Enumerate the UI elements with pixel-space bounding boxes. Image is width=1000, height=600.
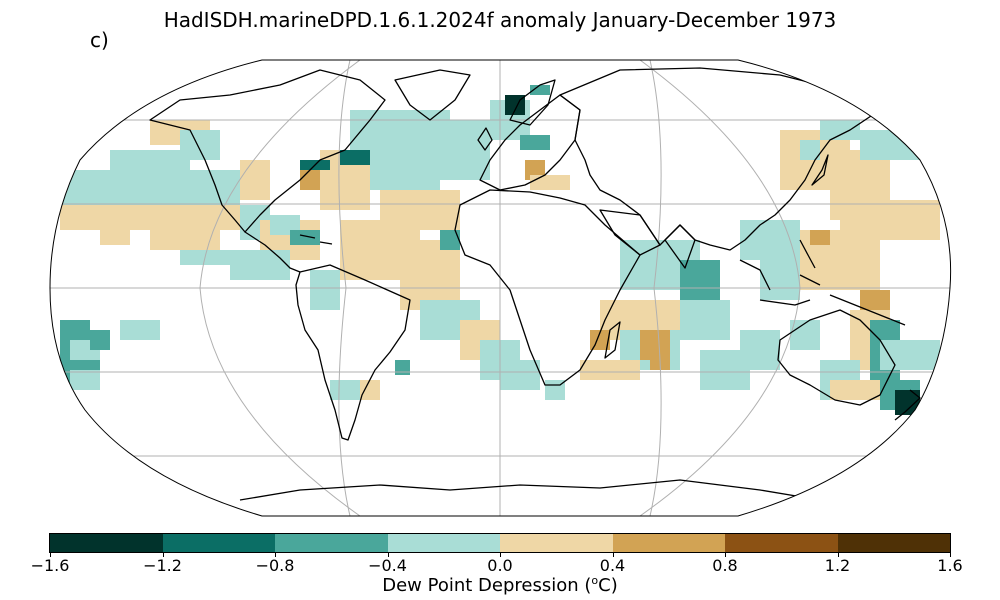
- colorbar-tick-mark: [500, 552, 501, 557]
- colorbar-tick-label: −0.8: [255, 556, 295, 575]
- grid-cell: [340, 150, 370, 165]
- grid-cell: [330, 380, 360, 400]
- colorbar-segment: [50, 534, 163, 552]
- map-title: HadISDH.marineDPD.1.6.1.2024f anomaly Ja…: [163, 8, 837, 32]
- grid-cell: [880, 340, 940, 370]
- colorbar-segment: [725, 534, 838, 552]
- colorbar-segment: [837, 534, 950, 552]
- graticule: [50, 60, 951, 516]
- grid-cell: [290, 230, 320, 245]
- grid-cell: [360, 380, 380, 400]
- grid-cell: [120, 320, 160, 340]
- grid-cell: [580, 360, 640, 380]
- grid-cell: [180, 250, 240, 265]
- grid-cell: [310, 270, 340, 310]
- grid-cell: [680, 260, 720, 300]
- colorbar-tick-label: −1.2: [143, 556, 182, 575]
- colorbar-tick-mark: [612, 552, 614, 557]
- grid-cell: [240, 160, 270, 200]
- grid-cell: [530, 85, 550, 95]
- grid-cell: [740, 220, 800, 260]
- panel-label: c): [90, 28, 109, 52]
- grid-cell: [60, 205, 240, 230]
- grid-cell: [520, 135, 550, 150]
- grid-cell: [740, 330, 780, 370]
- grid-cell: [230, 250, 290, 280]
- colorbar-tick-label: −1.6: [30, 556, 70, 575]
- colorbar-tick-mark: [725, 552, 726, 557]
- anomaly-map: [49, 59, 952, 517]
- grid-cell: [395, 360, 410, 375]
- colorbar-segment: [612, 534, 725, 552]
- colorbar-tick-label: −0.4: [368, 556, 407, 575]
- anomaly-grid-cells: [60, 85, 940, 415]
- colorbar-tick-label: 1.6: [937, 556, 963, 575]
- grid-cell: [100, 230, 130, 245]
- colorbar: [49, 533, 951, 553]
- grid-cell: [60, 170, 240, 205]
- colorbar-label: Dew Point Depression (oC): [382, 574, 618, 596]
- colorbar-tick-mark: [387, 552, 389, 557]
- grid-cell: [810, 230, 830, 245]
- colorbar-segment: [387, 534, 500, 552]
- grid-cell: [440, 230, 460, 250]
- grid-cell: [150, 230, 220, 250]
- grid-cell: [400, 240, 460, 310]
- colorbar-tick-label: 0.0: [487, 556, 513, 575]
- colorbar-tick-label: 0.8: [712, 556, 738, 575]
- globe-outline: [49, 59, 952, 517]
- grid-cell: [860, 290, 890, 310]
- grid-cell: [110, 150, 190, 170]
- grid-cell: [300, 170, 320, 190]
- colorbar-tick-mark: [837, 552, 839, 557]
- colorbar-tick-mark: [162, 552, 164, 557]
- grid-cell: [680, 300, 730, 340]
- grid-cell: [530, 175, 570, 190]
- grid-cell: [760, 260, 800, 300]
- coastlines: [149, 67, 921, 501]
- colorbar-tick-label: 1.2: [824, 556, 851, 575]
- colorbar-segment: [500, 534, 613, 552]
- grid-cell: [800, 140, 820, 160]
- colorbar-segment: [275, 534, 388, 552]
- grid-cell: [70, 370, 100, 390]
- grid-cell: [820, 120, 860, 140]
- grid-cell: [500, 360, 540, 390]
- grid-cell: [790, 320, 820, 350]
- grid-cell: [860, 130, 920, 160]
- colorbar-tick-mark: [950, 552, 951, 557]
- grid-cell: [895, 390, 920, 415]
- grid-cell: [180, 130, 220, 160]
- colorbar-tick-mark: [50, 552, 51, 557]
- colorbar-tick-mark: [275, 552, 276, 557]
- grid-cell: [90, 330, 110, 350]
- colorbar-tick-label: 0.4: [599, 556, 626, 575]
- colorbar-segment: [162, 534, 275, 552]
